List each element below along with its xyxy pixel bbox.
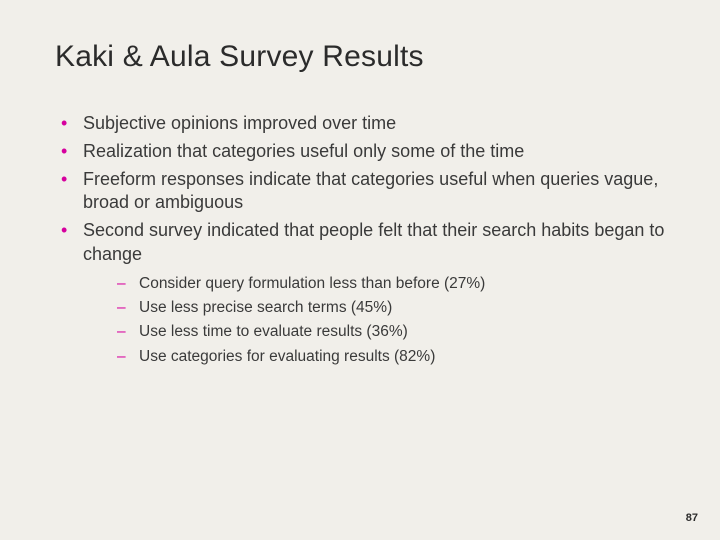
sub-list-item: Consider query formulation less than bef… xyxy=(117,273,670,295)
list-item: Realization that categories useful only … xyxy=(61,140,670,164)
sub-list-item: Use categories for evaluating results (8… xyxy=(117,346,670,368)
list-item-text: Freeform responses indicate that categor… xyxy=(83,169,658,213)
page-number: 87 xyxy=(686,512,698,524)
list-item: Second survey indicated that people felt… xyxy=(61,219,670,368)
bullet-list: Subjective opinions improved over time R… xyxy=(61,112,670,368)
sub-list-item-text: Consider query formulation less than bef… xyxy=(139,275,485,292)
slide-title: Kaki & Aula Survey Results xyxy=(55,40,670,74)
sub-list-item: Use less time to evaluate results (36%) xyxy=(117,321,670,343)
sub-list-item: Use less precise search terms (45%) xyxy=(117,297,670,319)
sub-list-item-text: Use less time to evaluate results (36%) xyxy=(139,323,408,340)
sub-list-item-text: Use less precise search terms (45%) xyxy=(139,299,392,316)
list-item: Freeform responses indicate that categor… xyxy=(61,168,670,216)
list-item: Subjective opinions improved over time xyxy=(61,112,670,136)
list-item-text: Second survey indicated that people felt… xyxy=(83,220,664,264)
list-item-text: Realization that categories useful only … xyxy=(83,141,524,161)
sub-list-item-text: Use categories for evaluating results (8… xyxy=(139,348,435,365)
list-item-text: Subjective opinions improved over time xyxy=(83,113,396,133)
slide: Kaki & Aula Survey Results Subjective op… xyxy=(0,0,720,540)
sub-list: Consider query formulation less than bef… xyxy=(117,273,670,369)
